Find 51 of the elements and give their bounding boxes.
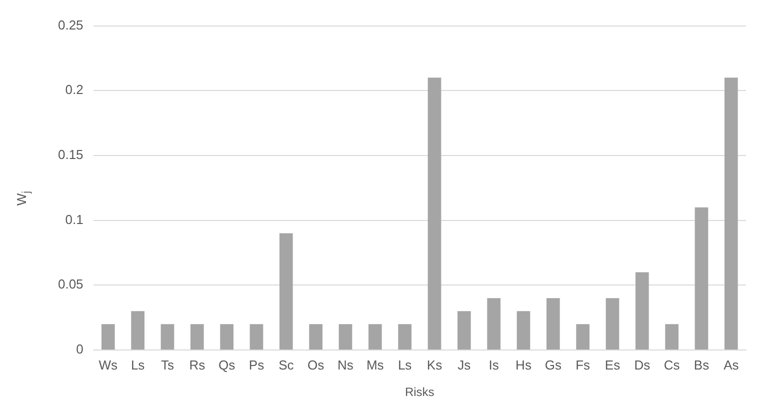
x-tick-label: Ts (160, 357, 174, 372)
x-tick-label: Ks (426, 357, 443, 372)
bar (398, 324, 412, 350)
bar (665, 324, 679, 350)
bar (250, 324, 264, 350)
bar (220, 324, 234, 350)
bar (516, 311, 530, 350)
bar (160, 324, 174, 350)
y-tick-label: 0.05 (58, 276, 84, 292)
x-tick-label: Ms (366, 357, 384, 372)
x-tick-label: Fs (576, 357, 591, 372)
x-tick-label: Is (488, 357, 500, 372)
bar (576, 324, 590, 350)
x-tick-label: Hs (516, 357, 532, 372)
y-tick-label: 0 (76, 342, 84, 357)
bar (457, 311, 471, 350)
bar (338, 324, 352, 350)
x-tick-label: As (724, 357, 740, 372)
x-tick-label: Js (458, 357, 472, 372)
y-tick-label: 0.2 (65, 82, 84, 98)
bar (428, 78, 442, 350)
x-tick-label: Sc (278, 357, 294, 372)
x-tick-label: Es (604, 357, 621, 372)
y-tick-label: 0.15 (58, 147, 84, 162)
x-axis-title: Risks (404, 385, 434, 400)
x-tick-label: Ps (248, 357, 265, 372)
bar (694, 207, 708, 350)
y-tick-label: 0.25 (58, 17, 84, 32)
bar (190, 324, 204, 350)
x-tick-label: Ds (634, 357, 651, 372)
bar (101, 324, 115, 350)
bar (131, 311, 144, 350)
x-tick-label: Os (308, 357, 325, 372)
x-tick-label: Ws (98, 357, 118, 372)
bar (724, 78, 738, 350)
y-tick-label: 0.1 (65, 212, 84, 227)
x-tick-label: Ls (398, 357, 412, 372)
x-tick-label: Bs (694, 357, 710, 372)
x-tick-label: Ls (130, 357, 146, 372)
bar (546, 298, 560, 350)
bar (309, 324, 322, 350)
bar (487, 298, 500, 350)
bar (368, 324, 382, 350)
bar (279, 233, 293, 350)
x-tick-label: Rs (189, 357, 206, 372)
bar (635, 272, 649, 350)
bar (606, 298, 620, 350)
x-tick-label: Gs (544, 357, 562, 372)
x-tick-label: Ns (338, 357, 354, 372)
x-tick-label: Cs (664, 357, 680, 372)
x-tick-label: Qs (218, 357, 236, 372)
